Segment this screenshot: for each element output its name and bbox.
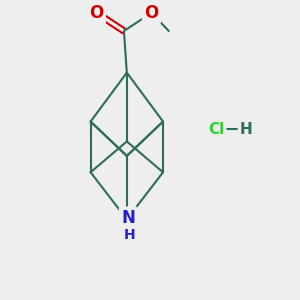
Text: H: H (124, 228, 136, 242)
Text: H: H (239, 122, 252, 137)
Text: Cl: Cl (208, 122, 225, 137)
Text: O: O (89, 4, 103, 22)
Text: N: N (121, 209, 135, 227)
Text: O: O (144, 4, 159, 22)
